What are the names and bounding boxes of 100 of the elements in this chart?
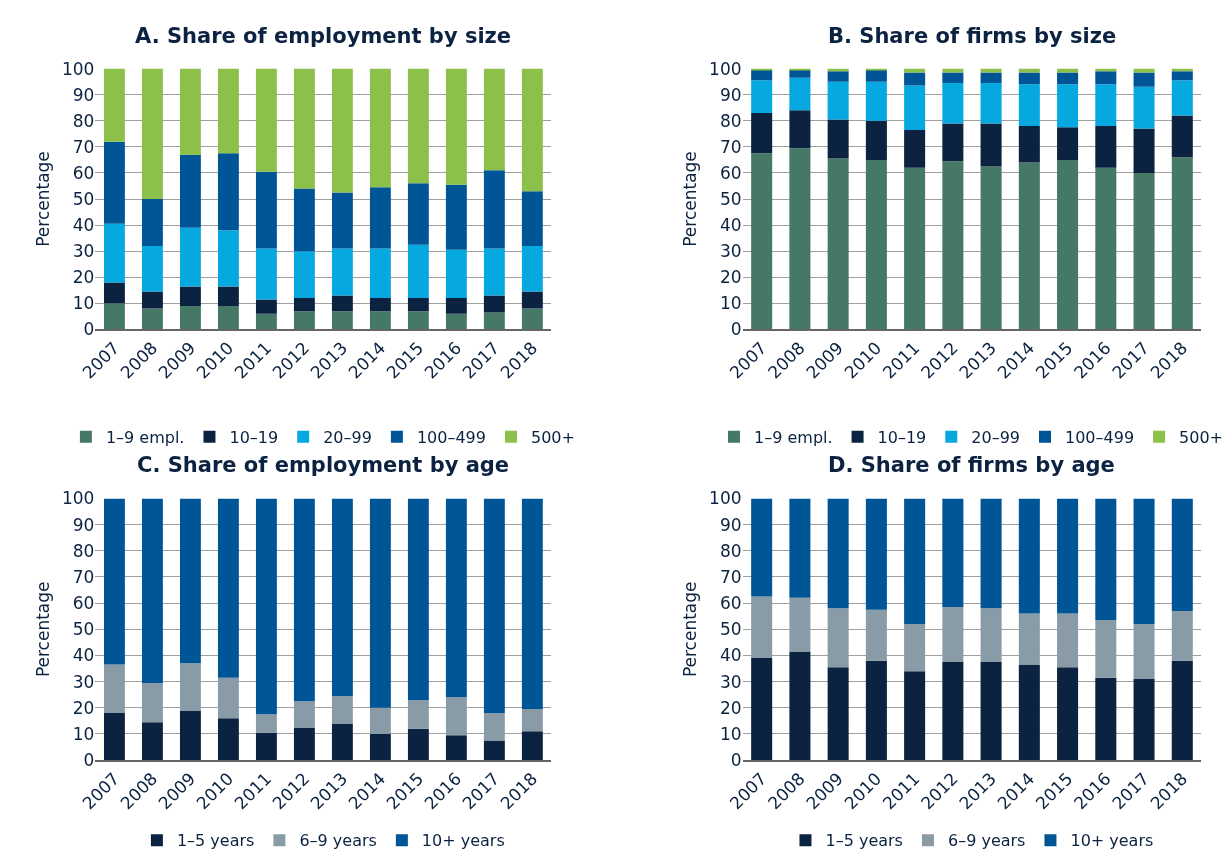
bar (445, 735, 467, 761)
y-tick-label: 30 (719, 241, 742, 262)
bar (827, 158, 849, 330)
bar (1057, 68, 1079, 73)
bar (293, 311, 315, 330)
bar (1018, 162, 1040, 330)
bar (255, 68, 277, 172)
bar (942, 498, 964, 608)
y-tick-label: 80 (719, 110, 742, 131)
bar (521, 498, 543, 710)
bar (1057, 613, 1079, 668)
y-tick-label: 40 (719, 645, 742, 666)
bar (1171, 71, 1193, 81)
legend-label: 1–5 years (825, 831, 903, 851)
bar (980, 123, 1002, 167)
bar (904, 68, 926, 73)
bar (217, 153, 239, 231)
bar (179, 663, 201, 711)
y-tick-label: 50 (719, 188, 742, 209)
bar (521, 245, 543, 292)
bar (1133, 172, 1155, 330)
bar (1171, 80, 1193, 116)
bar (407, 68, 429, 184)
bar (789, 68, 811, 71)
bar (1095, 620, 1117, 678)
bar (407, 244, 429, 299)
legend-label: 20–99 (971, 427, 1020, 447)
bar (103, 664, 125, 714)
bar (369, 248, 391, 299)
bar (1133, 624, 1155, 680)
bar (445, 298, 467, 314)
legend-label: 500+ (530, 427, 575, 447)
bar (483, 740, 505, 761)
bar (789, 498, 811, 598)
bar (980, 662, 1002, 761)
bar (865, 609, 887, 661)
bar (217, 68, 239, 154)
y-tick-label: 20 (719, 267, 742, 288)
bar (1171, 115, 1193, 158)
bar (179, 710, 201, 761)
bar (1171, 157, 1193, 330)
bar (789, 597, 811, 652)
bar (141, 682, 163, 723)
bar (942, 161, 964, 330)
y-axis-title: Percentage (32, 581, 53, 678)
bar (369, 311, 391, 330)
bar (217, 498, 239, 678)
bar (904, 85, 926, 130)
legend-label: 1–9 empl. (754, 427, 833, 447)
bar (827, 71, 849, 82)
y-tick-label: 60 (72, 162, 95, 183)
bar (407, 699, 429, 729)
y-tick-label: 60 (719, 162, 742, 183)
bar (1171, 498, 1193, 611)
y-tick-label: 30 (719, 671, 742, 692)
bar (1018, 498, 1040, 614)
y-tick-label: 0 (83, 750, 95, 771)
bar (1133, 498, 1155, 625)
chart-title: D. Share of firms by age (828, 453, 1115, 477)
y-tick-label: 90 (72, 514, 95, 535)
bar (521, 709, 543, 732)
bar (1171, 610, 1193, 661)
bar (865, 69, 887, 82)
bar (942, 68, 964, 73)
bar (369, 68, 391, 188)
bar (331, 696, 353, 724)
bar (1095, 84, 1117, 126)
bar (483, 312, 505, 330)
bar (483, 68, 505, 171)
bar (369, 298, 391, 312)
bar (1018, 72, 1040, 85)
bar (1057, 72, 1079, 85)
bar (751, 112, 773, 154)
bar (1095, 677, 1117, 761)
y-tick-label: 0 (730, 319, 742, 340)
bar (217, 677, 239, 719)
legend-label: 6–9 years (299, 831, 377, 851)
bar (904, 624, 926, 672)
bar (904, 167, 926, 330)
bar (865, 120, 887, 160)
bar (1133, 679, 1155, 761)
bar (103, 713, 125, 761)
bar (179, 305, 201, 330)
bar (751, 658, 773, 761)
bar (369, 498, 391, 708)
y-tick-label: 90 (72, 84, 95, 105)
bar (1095, 498, 1117, 621)
bar (1018, 613, 1040, 665)
bar (445, 184, 467, 250)
bar (103, 141, 125, 224)
y-tick-label: 50 (719, 619, 742, 640)
bar (255, 299, 277, 314)
bar (445, 313, 467, 330)
y-tick-label: 10 (72, 723, 95, 744)
y-tick-label: 100 (709, 488, 742, 509)
bar (751, 68, 773, 71)
bar (827, 81, 849, 120)
bar (521, 191, 543, 246)
bar (521, 291, 543, 309)
bar (1171, 660, 1193, 761)
